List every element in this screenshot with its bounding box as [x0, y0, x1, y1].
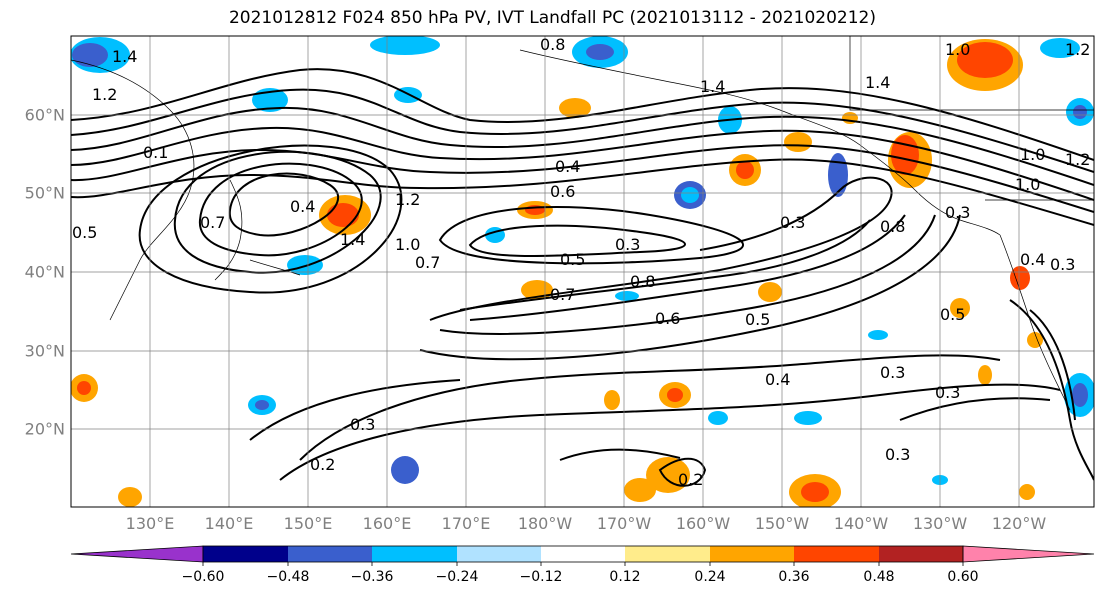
lon-label: 150°E: [283, 514, 333, 533]
lon-label: 140°W: [833, 514, 889, 533]
contour-label: 0.6: [550, 182, 575, 201]
contour-label: 0.4: [1020, 250, 1045, 269]
contour-label: 1.4: [112, 47, 137, 66]
contour-label: 0.3: [945, 203, 970, 222]
contour-label: 0.3: [880, 363, 905, 382]
contour-label: 0.7: [550, 285, 575, 304]
contour-label: 0.5: [745, 310, 770, 329]
contour-label: 0.5: [940, 305, 965, 324]
lat-label: 30°N: [24, 341, 65, 361]
contour-label: 0.3: [885, 445, 910, 464]
lon-label: 160°E: [362, 514, 412, 533]
contour-label: 1.4: [340, 230, 365, 249]
contour-label: 0.2: [678, 470, 703, 489]
contour-label: 1.4: [700, 77, 725, 96]
lat-label: 60°N: [24, 105, 65, 125]
contour-label: 1.2: [1065, 150, 1090, 169]
colorbar-tick-label: −0.36: [350, 569, 394, 585]
contour-label: 1.2: [92, 85, 117, 104]
contour-label: 0.8: [880, 217, 905, 236]
lon-label: 170°W: [596, 514, 652, 533]
contour-label: 0.3: [615, 235, 640, 254]
contour-label: 0.2: [310, 455, 335, 474]
contour-label: 0.3: [350, 415, 375, 434]
map-frame: [70, 35, 1095, 508]
colorbar-tick-label: −0.60: [181, 569, 225, 585]
contour-label: 1.4: [865, 73, 890, 92]
contour-label: 1.0: [395, 235, 420, 254]
lat-label: 20°N: [24, 419, 65, 439]
contour-label: 0.4: [765, 370, 790, 389]
contour-label: 0.8: [540, 35, 565, 54]
lon-label: 140°E: [204, 514, 254, 533]
colorbar-tick-label: 0.60: [947, 569, 979, 585]
colorbar-tick-label: −0.24: [435, 569, 479, 585]
colorbar-tick-label: 0.36: [778, 569, 810, 585]
lon-label: 170°E: [441, 514, 491, 533]
contour-label: 0.7: [200, 213, 225, 232]
lat-label: 50°N: [24, 183, 65, 203]
colorbar-tick-label: 0.12: [609, 569, 641, 585]
colorbar-tick-label: 0.48: [863, 569, 895, 585]
contour-label: 1.2: [395, 190, 420, 209]
pv-anomaly-shading: [71, 36, 1094, 507]
contour-label: 0.5: [72, 223, 97, 242]
contour-label: 1.0: [1015, 175, 1040, 194]
contour-value-labels: 1.4 1.2 0.8 1.0 1.4 1.2 1.0 1.2 1.0 1.4 …: [72, 35, 1090, 489]
contour-label: 0.3: [935, 383, 960, 402]
lon-label: 180°W: [517, 514, 573, 533]
lon-label: 130°W: [912, 514, 968, 533]
gridlines: [71, 36, 1094, 507]
colorbar-tick-label: −0.12: [519, 569, 563, 585]
contour-label: 0.6: [655, 309, 680, 328]
contour-label: 0.4: [555, 157, 580, 176]
contour-label: 0.8: [630, 272, 655, 291]
lon-label: 120°W: [991, 514, 1047, 533]
ivt-contours: [71, 68, 1094, 487]
contour-label: 0.7: [415, 253, 440, 272]
contour-label: 0.3: [1050, 255, 1075, 274]
contour-label: 0.1: [143, 143, 168, 162]
contour-label: 1.0: [945, 40, 970, 59]
figure-title: 2021012812 F024 850 hPa PV, IVT Landfall…: [228, 8, 876, 28]
colorbar-tick-label: −0.48: [266, 569, 310, 585]
lon-label: 150°W: [754, 514, 810, 533]
lon-label: 160°W: [675, 514, 731, 533]
colorbar-tick-label: 0.24: [694, 569, 726, 585]
lon-label: 130°E: [125, 514, 175, 533]
lat-label: 40°N: [24, 262, 65, 282]
coastlines: [71, 36, 1094, 411]
contour-label: 1.0: [1020, 145, 1045, 164]
contour-label: 0.5: [560, 250, 585, 269]
contour-label: 1.2: [1065, 40, 1090, 59]
contour-label: 0.3: [780, 213, 805, 232]
contour-label: 0.4: [290, 197, 315, 216]
